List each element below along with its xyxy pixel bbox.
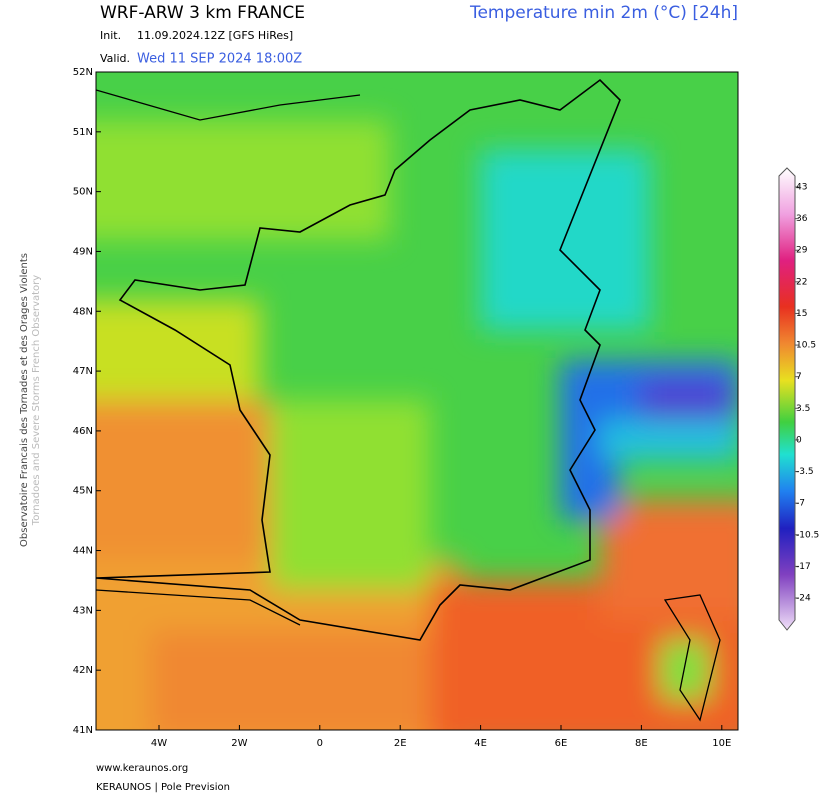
map-frame xyxy=(95,71,739,731)
colorbar-label: 3.5 xyxy=(796,404,810,414)
colorbar-label: 29 xyxy=(796,246,808,256)
lat-label: 45N xyxy=(73,486,93,497)
colorbar-label: -10.5 xyxy=(796,530,819,540)
lat-label: 43N xyxy=(73,605,93,616)
colorbar-label: 43 xyxy=(796,183,807,193)
lon-label: 10E xyxy=(712,738,731,749)
lon-label: 8E xyxy=(635,738,648,749)
init-value: 11.09.2024.12Z [GFS HiRes] xyxy=(137,29,293,42)
lat-label: 48N xyxy=(73,306,93,317)
lon-label: 4W xyxy=(151,738,167,749)
colorbar-label: 7 xyxy=(796,372,802,382)
valid-value: Wed 11 SEP 2024 18:00Z xyxy=(137,52,302,67)
lat-label: 50N xyxy=(73,187,93,198)
colorbar xyxy=(778,167,796,631)
lon-label: 2E xyxy=(394,738,407,749)
colorbar-label: 15 xyxy=(796,309,807,319)
lat-label: 44N xyxy=(73,546,93,557)
init-label: Init. xyxy=(100,29,121,42)
footer-url: www.keraunos.org xyxy=(96,763,188,774)
lat-label: 42N xyxy=(73,665,93,676)
valid-label: Valid. xyxy=(100,52,130,65)
colorbar-label: -7 xyxy=(796,499,805,509)
title: WRF-ARW 3 km FRANCE xyxy=(100,3,305,23)
lat-label: 49N xyxy=(73,246,93,257)
parameter: Temperature min 2m (°C) [24h] xyxy=(469,3,738,23)
side-text-en: Tornadoes and Severe Storms French Obser… xyxy=(31,275,42,526)
colorbar-label: 22 xyxy=(796,277,807,287)
colorbar-label: 0 xyxy=(796,435,802,445)
lon-label: 0 xyxy=(317,738,323,749)
lat-label: 51N xyxy=(73,127,93,138)
lat-label: 41N xyxy=(73,725,93,736)
colorbar-label: 36 xyxy=(796,214,808,224)
temperature-field xyxy=(96,72,738,730)
colorbar-label: 10.5 xyxy=(796,341,816,351)
lon-label: 2W xyxy=(231,738,247,749)
lat-label: 47N xyxy=(73,366,93,377)
lon-label: 4E xyxy=(474,738,487,749)
colorbar-label: -17 xyxy=(796,562,811,572)
lon-label: 6E xyxy=(555,738,568,749)
lat-label: 46N xyxy=(73,426,93,437)
lat-label: 52N xyxy=(73,67,93,78)
colorbar-label: -3.5 xyxy=(796,467,814,477)
footer-org: KERAUNOS | Pole Prevision xyxy=(96,782,230,793)
colorbar-label: -24 xyxy=(796,594,811,604)
side-text: Observatoire Francais des Tornades et de… xyxy=(19,253,30,547)
